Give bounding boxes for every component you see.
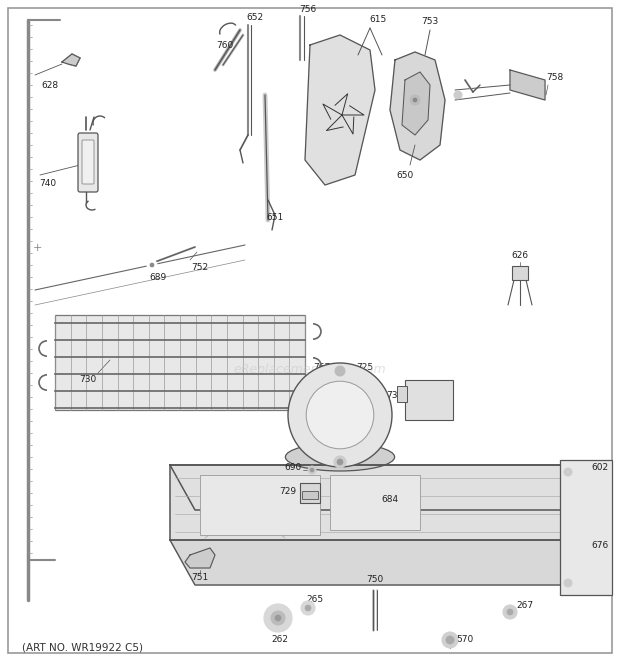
Text: 628: 628	[42, 81, 58, 89]
Text: 602: 602	[591, 463, 609, 471]
Circle shape	[446, 636, 454, 644]
Polygon shape	[62, 54, 80, 66]
Ellipse shape	[285, 443, 394, 471]
Text: +: +	[32, 243, 42, 253]
Text: 751: 751	[192, 574, 208, 582]
Circle shape	[275, 615, 281, 621]
Bar	[405, 380, 453, 420]
Text: 756: 756	[299, 5, 317, 15]
Text: 652: 652	[246, 13, 264, 22]
Text: 689: 689	[149, 274, 167, 282]
Circle shape	[308, 466, 316, 474]
Polygon shape	[170, 540, 590, 585]
Text: 650: 650	[396, 171, 414, 180]
Circle shape	[564, 579, 572, 587]
Text: 736: 736	[366, 422, 384, 432]
Text: 729: 729	[280, 488, 296, 496]
Circle shape	[503, 605, 517, 619]
Text: 760: 760	[216, 40, 234, 50]
Bar	[55, 315, 305, 410]
Text: 758: 758	[546, 73, 564, 83]
Bar	[330, 475, 420, 530]
Bar	[200, 475, 320, 535]
Bar	[512, 266, 528, 280]
Bar	[560, 460, 612, 595]
Circle shape	[564, 468, 572, 476]
Circle shape	[264, 604, 292, 632]
Circle shape	[301, 601, 315, 615]
Polygon shape	[305, 35, 375, 185]
Text: 767: 767	[313, 364, 330, 373]
Text: 615: 615	[370, 15, 387, 24]
Circle shape	[305, 605, 311, 611]
Polygon shape	[390, 52, 445, 160]
Circle shape	[454, 91, 462, 99]
Text: 740: 740	[40, 178, 56, 188]
Polygon shape	[170, 465, 565, 540]
Circle shape	[507, 609, 513, 615]
Bar	[302, 491, 318, 499]
Circle shape	[310, 468, 314, 472]
Circle shape	[288, 363, 392, 467]
Bar	[397, 386, 407, 402]
Circle shape	[442, 632, 458, 648]
FancyBboxPatch shape	[78, 133, 98, 192]
Circle shape	[147, 260, 157, 270]
FancyBboxPatch shape	[82, 140, 94, 184]
Text: 265: 265	[306, 596, 324, 605]
Text: 626: 626	[512, 251, 529, 260]
Polygon shape	[510, 70, 545, 100]
Text: 267: 267	[516, 600, 534, 609]
Text: 737: 737	[366, 436, 384, 444]
Circle shape	[271, 611, 285, 625]
Text: 570: 570	[456, 635, 474, 644]
Circle shape	[337, 459, 343, 465]
Circle shape	[306, 381, 374, 449]
Text: 684: 684	[381, 496, 399, 504]
Circle shape	[150, 263, 154, 267]
Circle shape	[335, 366, 345, 376]
Circle shape	[410, 95, 420, 105]
Polygon shape	[402, 72, 430, 135]
Text: 735: 735	[386, 391, 404, 399]
Bar	[300, 483, 320, 503]
Text: 690: 690	[285, 463, 301, 473]
Text: 752: 752	[192, 264, 208, 272]
Text: 750: 750	[366, 576, 384, 584]
Text: 676: 676	[591, 541, 609, 549]
Text: 753: 753	[422, 17, 438, 26]
Circle shape	[334, 456, 346, 468]
Text: 651: 651	[267, 214, 283, 223]
Text: eReplacementParts.com: eReplacementParts.com	[234, 364, 386, 377]
Polygon shape	[170, 465, 590, 510]
Circle shape	[413, 98, 417, 102]
Text: 725: 725	[356, 364, 374, 373]
Text: 262: 262	[272, 635, 288, 644]
Polygon shape	[185, 548, 215, 568]
Text: 741: 741	[347, 447, 363, 457]
Text: 730: 730	[79, 375, 97, 385]
Text: (ART NO. WR19922 C5): (ART NO. WR19922 C5)	[22, 643, 143, 653]
